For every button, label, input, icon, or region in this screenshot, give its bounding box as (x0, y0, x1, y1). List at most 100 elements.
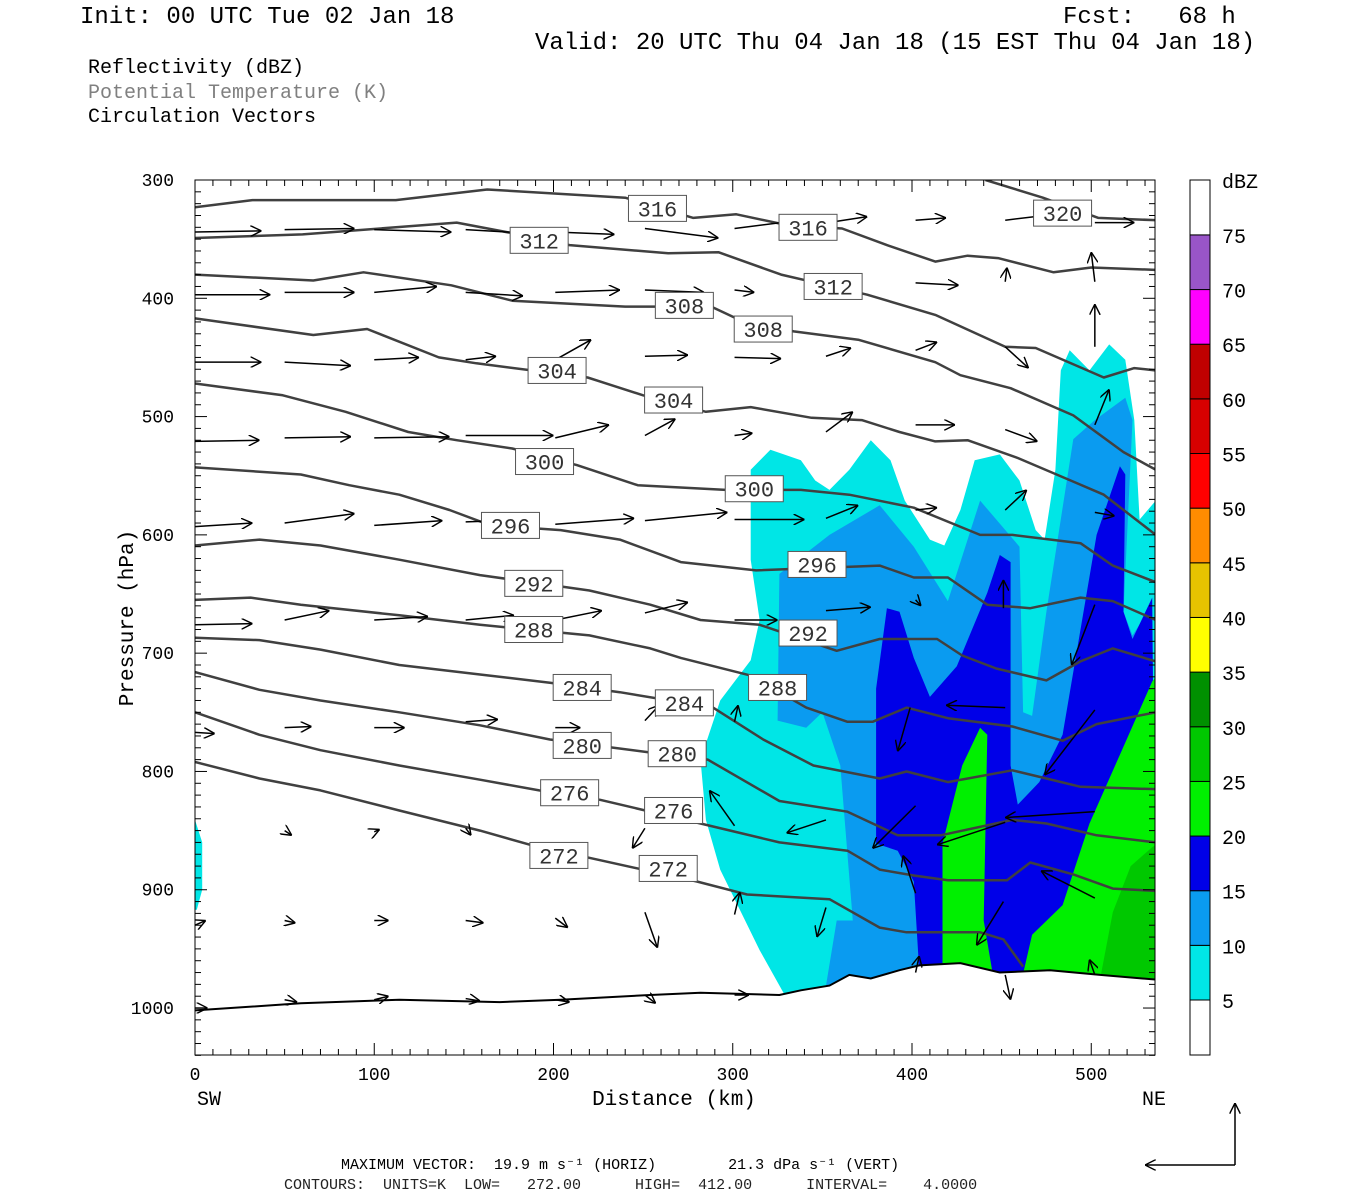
circulation-vector (284, 514, 355, 524)
contour-label-280: 280 (647, 740, 707, 769)
circulation-vector (374, 286, 437, 294)
reference-vector-icon (1145, 1103, 1235, 1165)
circulation-vector (555, 425, 609, 439)
circulation-vector (195, 920, 206, 925)
circulation-vector (284, 437, 351, 438)
circulation-vector (644, 602, 688, 614)
contour-label-box (509, 226, 569, 254)
circulation-vector (1004, 490, 1027, 511)
contour-label-box (733, 315, 793, 343)
init-time: Init: 00 UTC Tue 02 Jan 18 (80, 4, 455, 31)
colorbar-swatch-25 (1189, 726, 1211, 782)
circulation-vector (873, 805, 917, 849)
circulation-vector (1045, 709, 1096, 775)
terrain-highlight (195, 963, 1155, 1015)
reflectivity-region-20dbz (942, 727, 993, 974)
colorbar-swatch-40 (1189, 562, 1211, 618)
circulation-vector (195, 624, 252, 625)
contour-label-316: 316 (778, 213, 838, 242)
contour-label-box (540, 779, 600, 807)
circulation-vector (1004, 346, 1028, 368)
contour-label-284: 284 (552, 673, 612, 702)
y-tick-label: 900 (142, 882, 174, 902)
colorbar-swatch-30 (1189, 671, 1211, 728)
contour-label-308: 308 (733, 315, 793, 344)
circulation-vector (554, 918, 568, 927)
contour-label-280: 280 (552, 731, 612, 760)
circulation-vector (285, 831, 292, 836)
colorbar-tick-label: 10 (1222, 937, 1246, 960)
colorbar-tick-label: 35 (1222, 664, 1246, 687)
contour-label-312: 312 (509, 226, 569, 255)
contour-label-296: 296 (787, 550, 847, 579)
y-tick-label: 300 (142, 172, 174, 192)
contour-label-288: 288 (504, 616, 564, 645)
contour-label-296: 296 (480, 511, 540, 540)
y-tick-label: 1000 (131, 1000, 174, 1020)
contour-label-text: 272 (648, 858, 688, 883)
contour-label-text: 304 (654, 390, 694, 415)
contour-label-box (527, 356, 587, 384)
circulation-vector (284, 228, 355, 229)
contour-label-text: 308 (743, 319, 783, 344)
circulation-vector (915, 283, 959, 285)
contour-label-312: 312 (803, 272, 863, 301)
contour-label-box (1033, 199, 1093, 227)
circulation-vector (374, 829, 379, 831)
colorbar-swatch-60 (1189, 343, 1211, 400)
contour-label-300: 300 (724, 475, 784, 504)
circulation-vector (977, 901, 1005, 946)
contour-label-text: 292 (788, 623, 828, 648)
contour-label-276: 276 (644, 796, 704, 825)
contour-label-292: 292 (504, 569, 564, 598)
contour-label-text: 300 (734, 479, 774, 504)
circulation-vector (374, 521, 442, 526)
contour-label-text: 288 (514, 620, 554, 645)
circulation-vector (644, 911, 658, 947)
circulation-vector (734, 357, 782, 358)
contour-label-box (504, 616, 564, 644)
contour-label-box (529, 841, 589, 869)
colorbar-tick-label: 30 (1222, 719, 1246, 742)
circulation-vector (284, 726, 312, 727)
circulation-vector (787, 819, 827, 833)
y-tick-label: 500 (142, 409, 174, 429)
circulation-vector (1041, 871, 1096, 899)
circulation-vector (465, 356, 496, 360)
circulation-vector (915, 218, 946, 220)
contour-label-text: 312 (519, 230, 559, 255)
contour-label-304: 304 (644, 386, 704, 415)
contour-label-box (654, 291, 714, 319)
legend-contour-label: Potential Temperature (K) (88, 82, 389, 105)
circulation-vector (644, 419, 675, 437)
circulation-vector (554, 340, 591, 361)
circulation-vector (937, 821, 1006, 844)
contour-info: CONTOURS: UNITS=K LOW= 272.00 HIGH= 412.… (284, 1177, 978, 1194)
circulation-vector (709, 790, 736, 827)
colorbar-swatch-70 (1189, 234, 1211, 291)
x-tick-label: 400 (896, 1066, 928, 1086)
contour-label-box (504, 569, 564, 597)
reflectivity-fill-layer (195, 344, 1155, 1008)
colorbar-tick-label: 25 (1222, 773, 1246, 796)
circulation-vector (632, 827, 646, 848)
colorbar-swatch-5 (1189, 944, 1211, 1001)
colorbar-swatch-50 (1189, 453, 1211, 509)
contour-label-text: 312 (813, 276, 853, 301)
terrain-line (195, 962, 1155, 1012)
circulation-vector (465, 999, 480, 1001)
circulation-vector (374, 357, 419, 359)
circulation-vector (555, 290, 620, 292)
contour-label-text: 288 (758, 677, 798, 702)
contour-label-text: 296 (491, 515, 531, 540)
contour-label-box (647, 740, 707, 768)
y-tick-label: 400 (142, 290, 174, 310)
contour-label-box (515, 448, 575, 476)
circulation-vector (825, 412, 853, 433)
circulation-vector (1094, 389, 1109, 426)
circulation-vector (735, 705, 739, 722)
colorbar-swatch-35 (1189, 616, 1211, 673)
contour-label-text: 280 (657, 744, 697, 769)
isentrope-284k (195, 636, 1155, 791)
x-tick-label: 0 (190, 1066, 201, 1086)
